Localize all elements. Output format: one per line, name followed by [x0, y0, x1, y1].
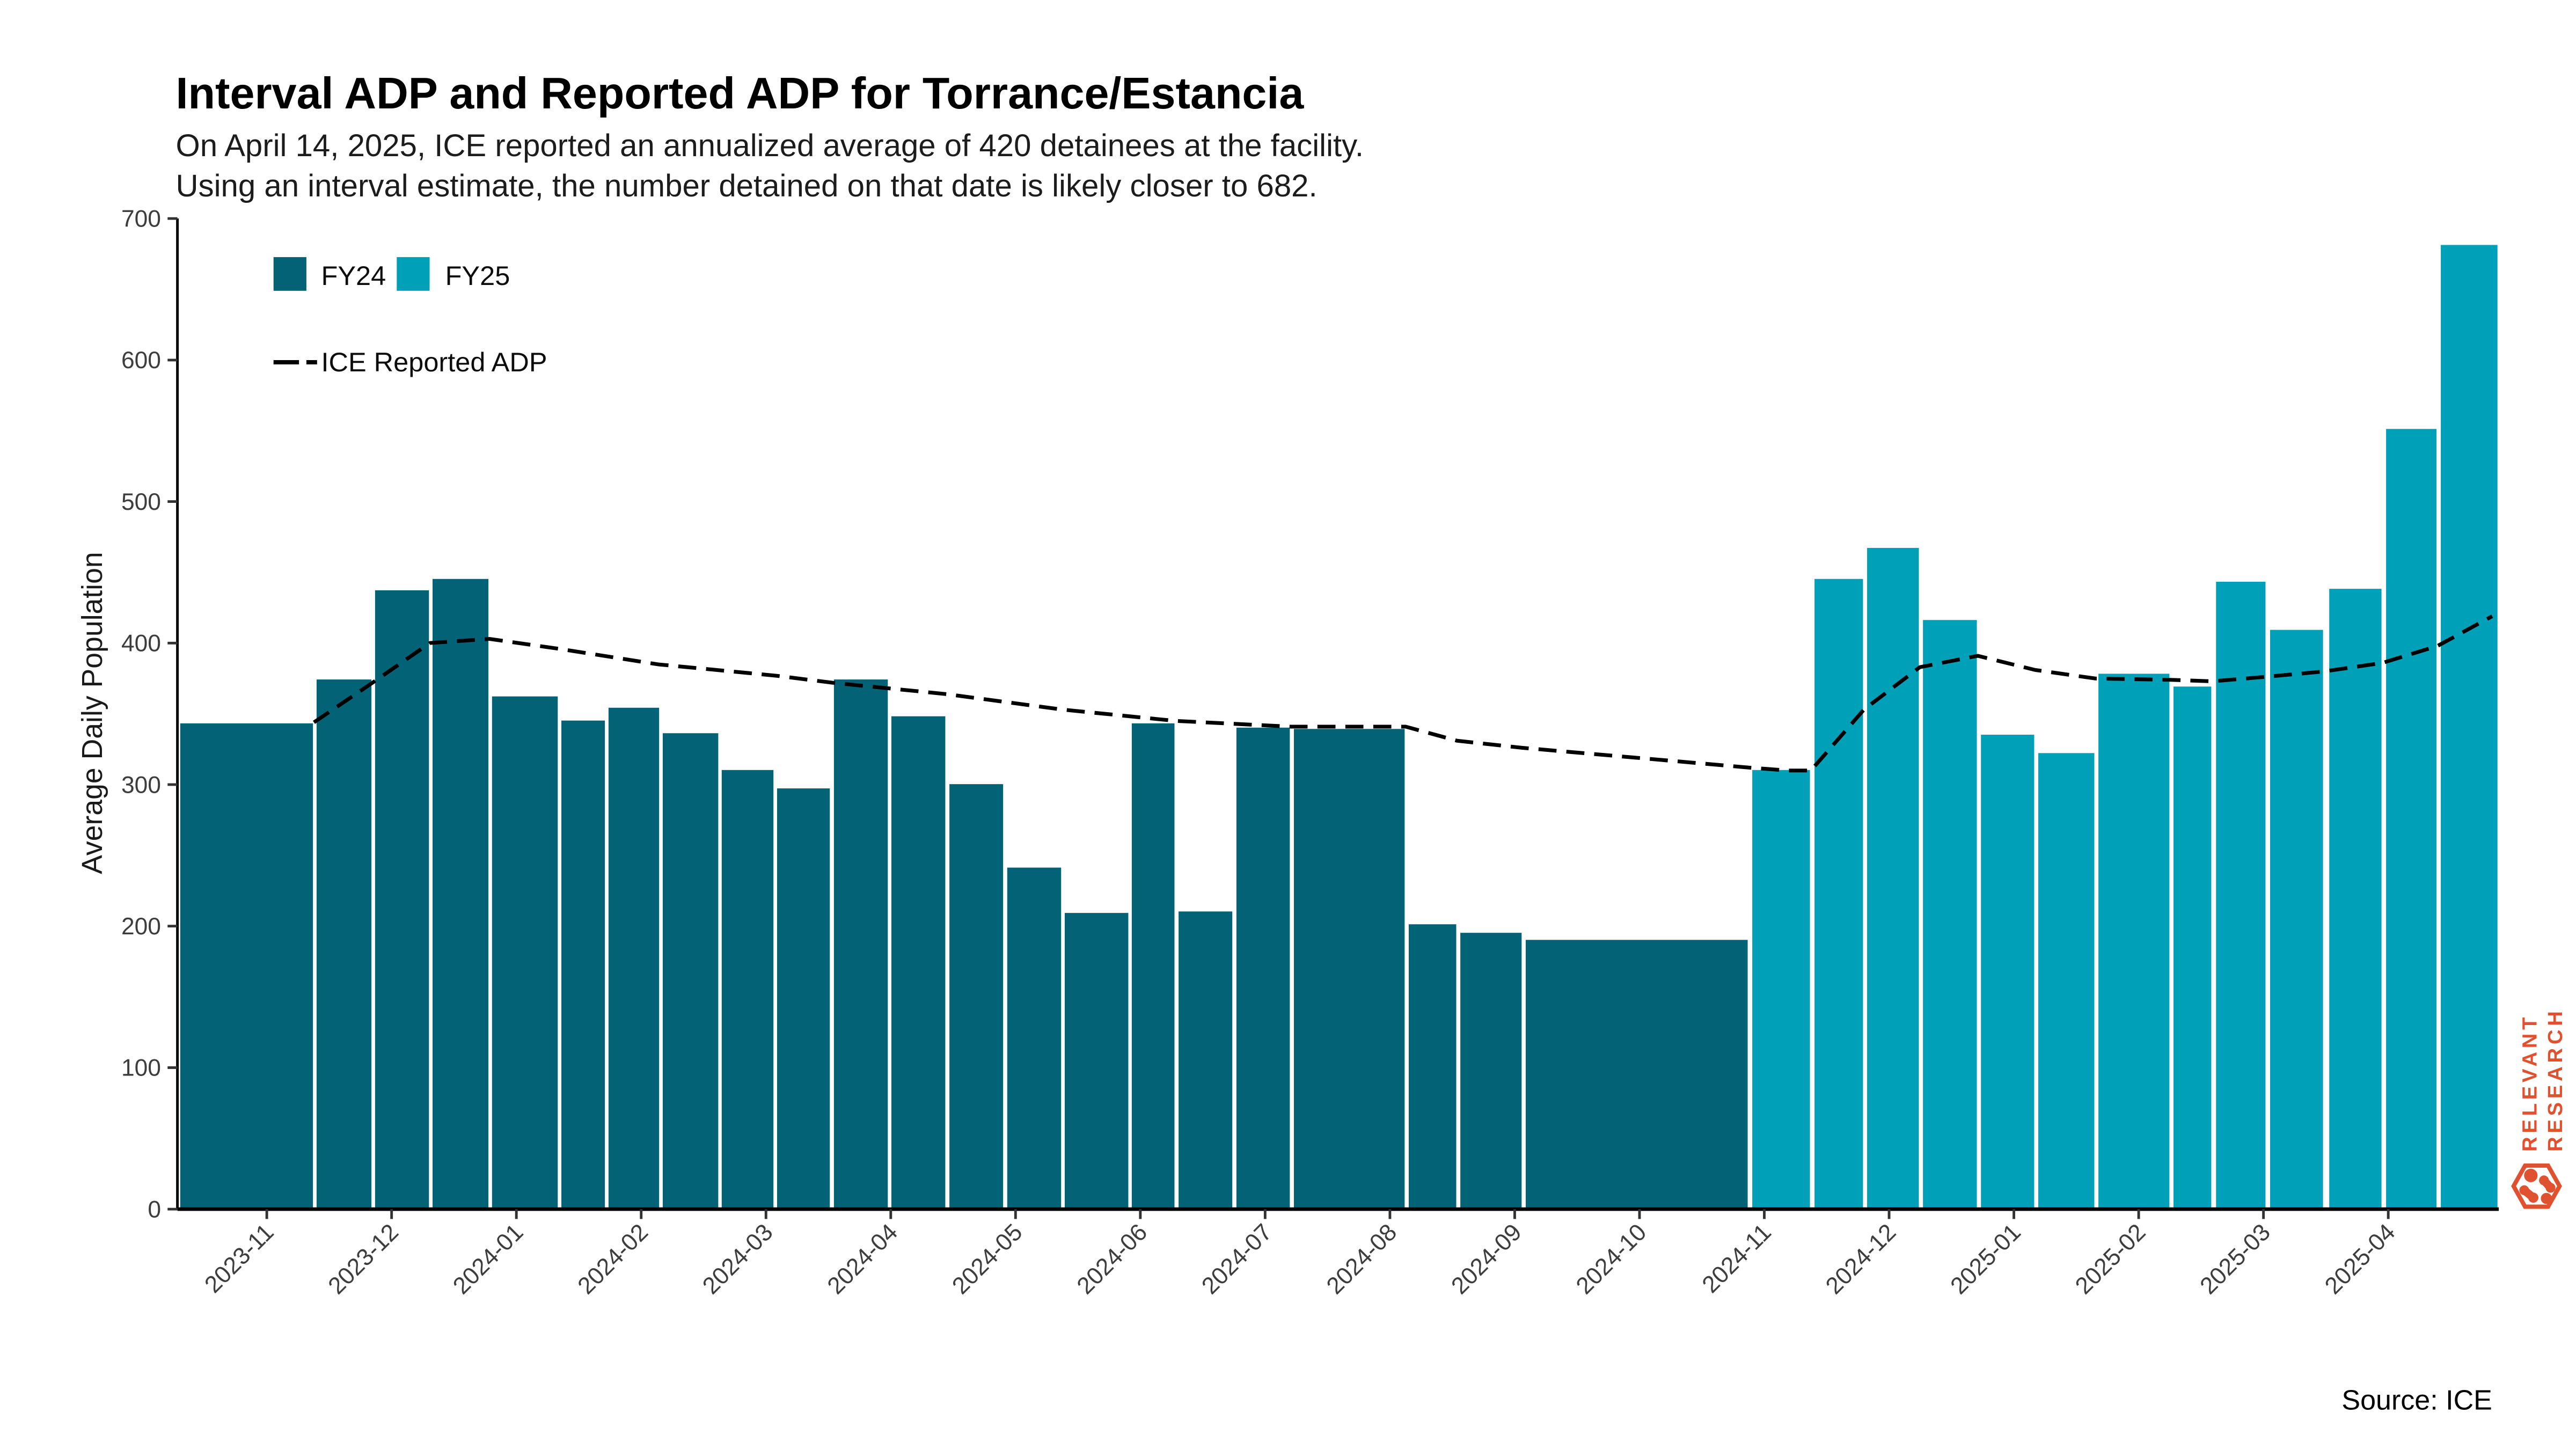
bars-group — [178, 243, 2500, 1210]
y-axis-title: Average Daily Population — [77, 552, 108, 874]
x-tick-label: 2024-09 — [1446, 1219, 1527, 1299]
x-tick-label: 2024-04 — [822, 1219, 903, 1299]
interval-adp-bar-fy25 — [2171, 684, 2214, 1210]
interval-adp-bar-fy24 — [373, 588, 431, 1210]
x-tick-label: 2024-06 — [1072, 1219, 1152, 1299]
logo-text-line2: RESEARCH — [2544, 1007, 2567, 1152]
source-note: Source: ICE — [2341, 1385, 2492, 1416]
interval-adp-bar-fy24 — [1234, 726, 1292, 1210]
x-tick-label: 2023-12 — [323, 1219, 404, 1299]
chart-title: Interval ADP and Reported ADP for Torran… — [176, 68, 1305, 118]
reported-adp-line-group — [313, 614, 2493, 773]
interval-adp-bar-fy25 — [2096, 671, 2172, 1210]
interval-adp-bar-fy24 — [314, 677, 374, 1210]
chart-subtitle-line2: Using an interval estimate, the number d… — [176, 169, 1318, 203]
ice-reported-adp-line — [313, 614, 2493, 773]
interval-adp-bar-fy25 — [2268, 627, 2325, 1210]
x-tick-label: 2025-04 — [2320, 1219, 2401, 1299]
interval-adp-bar-fy24 — [1407, 922, 1459, 1210]
interval-adp-bar-fy24 — [606, 706, 661, 1210]
interval-adp-bar-fy25 — [1750, 768, 1812, 1210]
interval-adp-bar-fy24 — [559, 718, 607, 1210]
legend-label-fy24: FY24 — [321, 260, 386, 291]
x-tick-label: 2024-11 — [1697, 1219, 1776, 1298]
interval-adp-bar-fy24 — [490, 694, 560, 1210]
logo-text-line1: RELEVANT — [2519, 1014, 2542, 1152]
relevant-research-logo: RELEVANT RESEARCH — [2511, 1007, 2567, 1209]
y-tick-label: 700 — [121, 206, 161, 232]
y-tick-label: 200 — [121, 913, 161, 940]
x-tick-label: 2023-11 — [200, 1219, 279, 1298]
x-tick-label: 2024-12 — [1821, 1219, 1901, 1299]
y-tick-label: 400 — [121, 631, 161, 657]
interval-adp-bar-fy24 — [1524, 938, 1750, 1210]
interval-adp-bar-fy24 — [178, 721, 315, 1210]
x-tick-label: 2024-07 — [1197, 1219, 1277, 1299]
y-tick-label: 100 — [121, 1055, 161, 1081]
interval-adp-bar-fy25 — [2384, 427, 2439, 1210]
interval-adp-bar-fy24 — [889, 714, 948, 1210]
chart-subtitle-line1: On April 14, 2025, ICE reported an annua… — [176, 128, 1364, 163]
interval-adp-bar-fy24 — [1458, 931, 1524, 1210]
interval-adp-bar-fy25 — [2439, 243, 2500, 1210]
interval-adp-bar-fy24 — [1292, 727, 1407, 1210]
x-tick-label: 2024-02 — [573, 1219, 653, 1299]
interval-adp-bar-fy24 — [947, 782, 1005, 1210]
interval-adp-bar-fy25 — [2327, 587, 2384, 1210]
interval-adp-bar-fy24 — [661, 731, 721, 1210]
interval-adp-bar-fy24 — [430, 577, 491, 1210]
legend-label-reported-line: ICE Reported ADP — [321, 347, 547, 377]
y-tick-label: 0 — [148, 1196, 161, 1223]
x-tick-label: 2025-02 — [2070, 1219, 2151, 1299]
x-tick-label: 2025-03 — [2195, 1219, 2275, 1299]
x-tick-label: 2024-08 — [1321, 1219, 1402, 1299]
interval-adp-bar-fy25 — [1812, 577, 1865, 1210]
interval-adp-bar-fy25 — [2214, 580, 2268, 1210]
interval-adp-bar-fy24 — [832, 677, 890, 1210]
interval-adp-bar-fy25 — [1865, 546, 1921, 1210]
x-tick-label: 2024-03 — [698, 1219, 778, 1299]
relevant-research-logo-icon — [2511, 1163, 2562, 1209]
interval-adp-bar-fy24 — [1130, 721, 1177, 1210]
y-tick-label: 500 — [121, 489, 161, 515]
legend-swatch-fy25 — [397, 257, 430, 291]
legend: FY24 FY25 ICE Reported ADP — [273, 257, 547, 377]
interval-adp-bar-fy24 — [1005, 865, 1063, 1210]
interval-adp-bar-fy24 — [775, 786, 832, 1210]
x-tick-label: 2024-05 — [947, 1219, 1028, 1299]
interval-adp-bar-fy24 — [1063, 911, 1131, 1210]
interval-adp-bar-fy25 — [1979, 733, 2037, 1210]
y-tick-label: 300 — [121, 772, 161, 798]
interval-adp-bar-fy24 — [1176, 909, 1234, 1210]
interval-adp-bar-fy24 — [720, 768, 775, 1210]
x-tick-label: 2025-01 — [1945, 1219, 2026, 1299]
x-tick-label: 2024-01 — [448, 1219, 529, 1299]
interval-adp-bar-fy25 — [2036, 751, 2097, 1210]
legend-label-fy25: FY25 — [445, 260, 510, 291]
y-tick-label: 600 — [121, 347, 161, 374]
x-tick-label: 2024-10 — [1571, 1219, 1652, 1299]
interval-adp-bar-fy25 — [1921, 618, 1979, 1210]
legend-swatch-fy24 — [273, 257, 306, 291]
